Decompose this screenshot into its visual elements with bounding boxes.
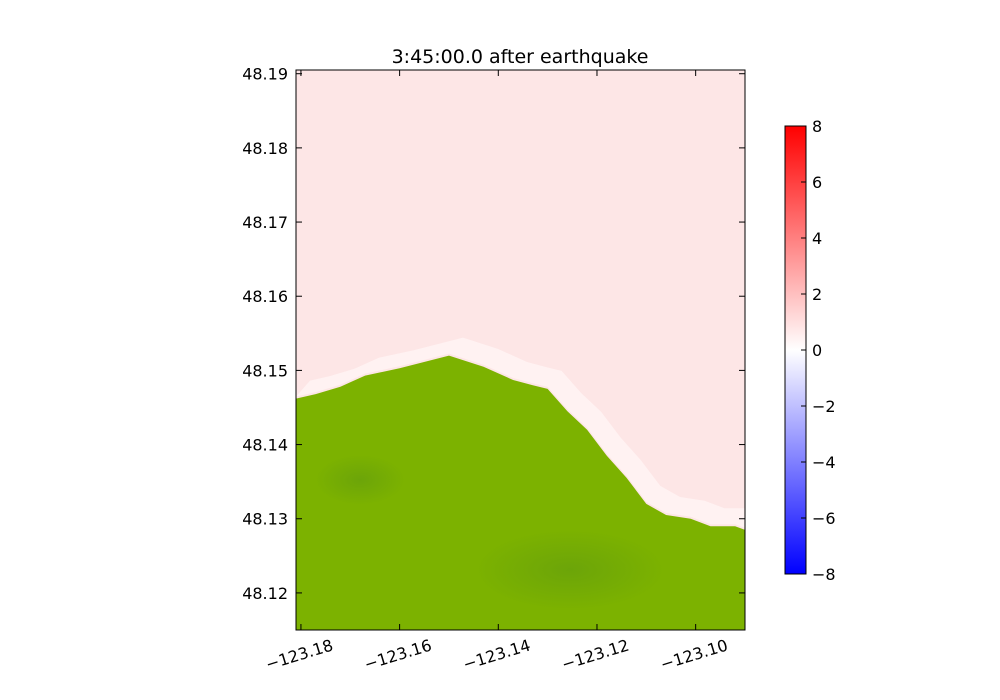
wave-front-ridge (296, 337, 745, 528)
x-tick-label: −123.12 (559, 636, 631, 674)
colorbar-tick-label: −6 (812, 509, 836, 528)
x-tick-label: −123.14 (461, 636, 533, 674)
y-tick-label: 48.12 (242, 584, 288, 603)
x-tick-label: −123.16 (362, 636, 434, 674)
y-tick-label: 48.19 (242, 65, 288, 84)
y-tick-label: 48.13 (242, 510, 288, 529)
colorbar-tick-label: 8 (812, 117, 822, 136)
y-tick-label: 48.18 (242, 139, 288, 158)
colorbar-tick-label: 6 (812, 173, 822, 192)
y-axis: 48.12 48.13 48.14 48.15 48.16 48.17 48.18 48.19 (242, 65, 745, 603)
colorbar-tick-label: 2 (812, 285, 822, 304)
chart-title: 3:45:00.0 after earthquake (392, 46, 649, 68)
colorbar-tick-label: 4 (812, 229, 822, 248)
x-tick-label: −123.18 (263, 636, 335, 674)
y-tick-label: 48.17 (242, 213, 288, 232)
colorbar-tick-label: −2 (812, 397, 836, 416)
y-tick-label: 48.15 (242, 361, 288, 380)
colorbar: 8 6 4 2 0 −2 −4 −6 −8 (784, 117, 836, 584)
colorbar-tick-label: 0 (812, 341, 822, 360)
plot-area (296, 70, 745, 630)
y-tick-label: 48.14 (242, 436, 288, 455)
colorbar-tick-label: −8 (812, 565, 836, 584)
land-shade-south (475, 530, 665, 610)
land-shade-west (315, 455, 405, 505)
x-tick-label: −123.10 (658, 636, 730, 674)
y-tick-label: 48.16 (242, 287, 288, 306)
colorbar-tick-label: −4 (812, 453, 836, 472)
plot-frame (295, 69, 746, 631)
